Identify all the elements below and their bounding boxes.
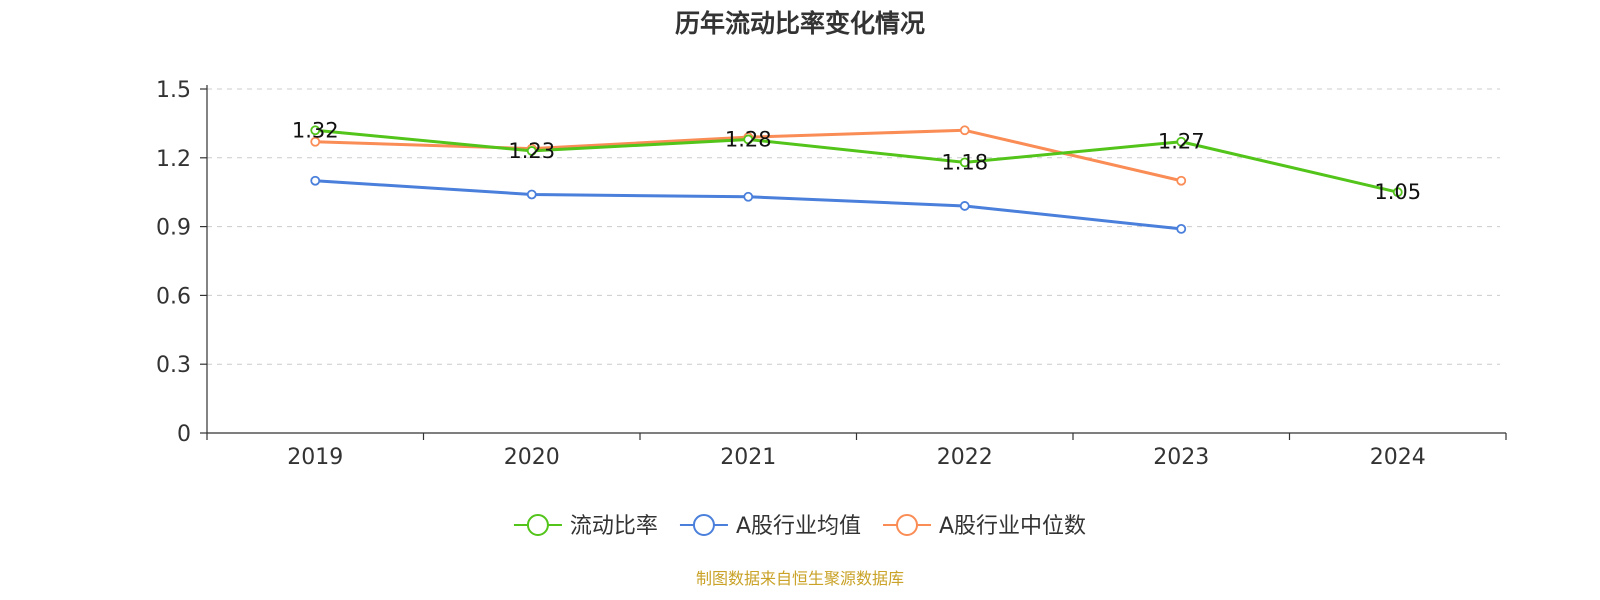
- chart-title: 历年流动比率变化情况: [675, 9, 925, 38]
- y-tick-label: 0.6: [156, 284, 191, 309]
- series-line: [315, 128, 1399, 194]
- y-tick-label: 0: [177, 422, 191, 447]
- series-0: [310, 125, 1403, 198]
- series-layer: [310, 125, 1403, 234]
- data-point[interactable]: [1176, 136, 1187, 147]
- data-labels: 1.32 1.23 1.28 1.18 1.27 1.05: [292, 118, 1421, 204]
- data-label: 1.18: [941, 150, 988, 174]
- y-tick-label: 1.5: [156, 78, 191, 103]
- x-tick-label: 2019: [287, 445, 343, 470]
- data-point[interactable]: [959, 157, 970, 168]
- data-point[interactable]: [1392, 187, 1403, 198]
- y-tick-label: 1.2: [156, 147, 191, 172]
- data-point[interactable]: [959, 125, 970, 136]
- data-point[interactable]: [310, 136, 321, 147]
- x-axis: 2019 2020 2021 2022 2023 2024: [206, 432, 1507, 470]
- data-point[interactable]: [743, 191, 754, 202]
- legend-circle-icon: [526, 514, 549, 536]
- data-label: 1.05: [1374, 180, 1421, 204]
- legend-label: A股行业均值: [736, 514, 861, 539]
- data-point[interactable]: [526, 146, 537, 156]
- data-point[interactable]: [1176, 223, 1187, 234]
- legend-label: 流动比率: [570, 514, 658, 539]
- data-point[interactable]: [743, 134, 754, 145]
- source-note: 制图数据来自恒生聚源数据库: [696, 569, 904, 588]
- y-grid: [207, 88, 1500, 365]
- series-line: [315, 179, 1182, 231]
- legend-item[interactable]: A股行业均值: [679, 514, 861, 539]
- legend-item[interactable]: A股行业中位数: [883, 514, 1086, 539]
- legend-circle-icon: [692, 514, 715, 536]
- y-tick-label: 0.9: [156, 216, 191, 241]
- series-1: [310, 175, 1187, 234]
- x-tick-label: 2023: [1153, 445, 1209, 470]
- data-point[interactable]: [310, 125, 321, 136]
- data-point[interactable]: [526, 189, 537, 200]
- x-tick-label: 2024: [1370, 445, 1426, 470]
- legend[interactable]: 流动比率 A股行业均值 A股行业中位数: [513, 514, 1086, 539]
- data-point[interactable]: [310, 175, 321, 186]
- data-label: 1.32: [292, 118, 339, 142]
- legend-item[interactable]: 流动比率: [513, 514, 658, 539]
- data-point[interactable]: [959, 201, 970, 211]
- y-axis: 0 0.3 0.6 0.9 1.2 1.5: [156, 78, 208, 447]
- x-tick-label: 2020: [504, 445, 560, 470]
- data-point[interactable]: [1176, 175, 1187, 186]
- x-tick-label: 2021: [720, 445, 776, 470]
- x-tick-label: 2022: [937, 445, 993, 470]
- data-label: 1.27: [1158, 130, 1205, 154]
- data-label: 1.28: [725, 127, 772, 151]
- y-tick-label: 0.3: [156, 353, 191, 378]
- legend-circle-icon: [896, 514, 919, 536]
- legend-label: A股行业中位数: [939, 514, 1086, 539]
- data-label: 1.23: [508, 139, 555, 163]
